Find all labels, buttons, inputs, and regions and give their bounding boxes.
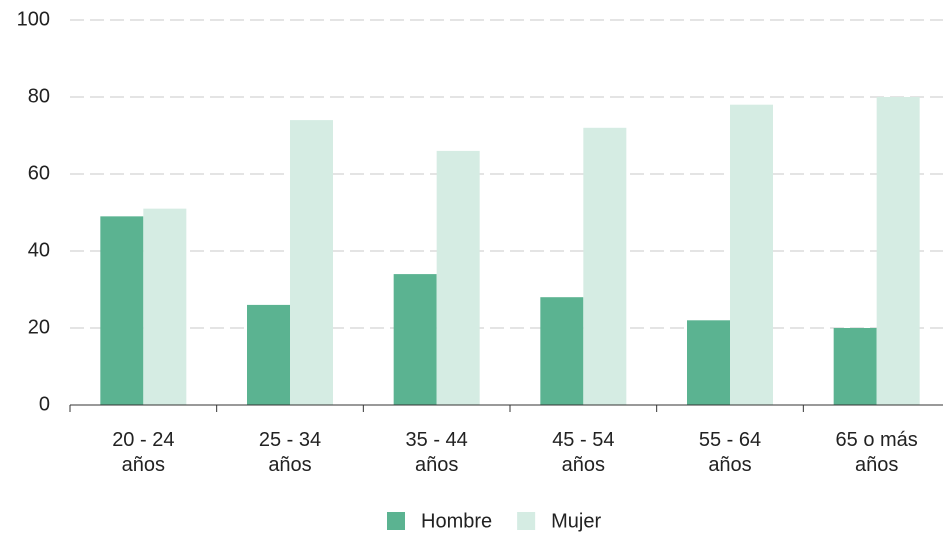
bar [247,304,290,405]
x-tick-label: 25 - 34 años [259,429,321,476]
x-tick-label: 55 - 64 años [699,429,761,476]
y-tick-label: 0 [39,393,50,415]
bar [876,97,920,405]
y-tick-label: 40 [28,239,50,261]
legend-label: Mujer [551,510,601,532]
x-tick-label: 20 - 24 años [112,429,174,476]
bar [143,208,187,405]
x-tick-label: 45 - 54 años [552,429,614,476]
bar [730,104,773,405]
bar [687,320,730,405]
bar [436,150,480,405]
legend-label: Hombre [421,510,492,532]
y-tick-label: 20 [28,316,50,338]
y-tick-label: 100 [17,8,50,30]
bar [100,216,144,405]
bar [583,127,627,406]
legend-swatch [387,512,405,530]
bar [393,274,437,405]
legend-swatch [517,512,536,530]
y-tick-label: 60 [28,162,50,184]
bar [290,120,333,405]
y-tick-label: 80 [28,85,50,107]
bar [540,297,584,405]
x-tick-label: 35 - 44 años [406,429,468,476]
bar [833,328,877,405]
x-tick-label: 65 o más años [836,429,918,476]
